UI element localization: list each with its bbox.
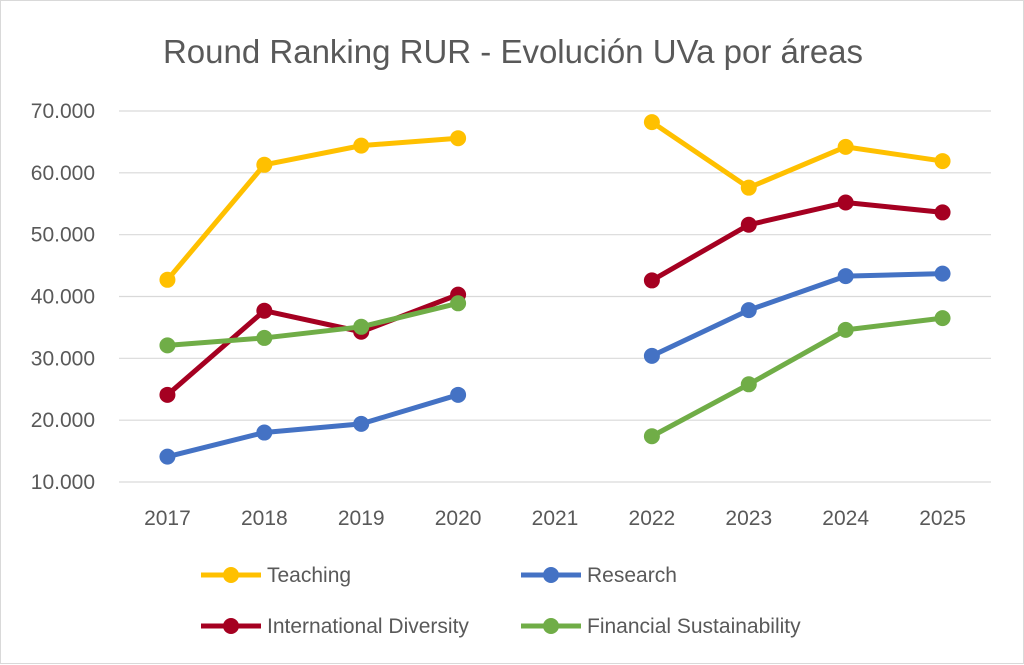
- x-tick-label: 2022: [629, 507, 676, 530]
- x-tick-label: 2020: [435, 507, 482, 530]
- series-teaching: [159, 114, 951, 288]
- data-point: [353, 318, 370, 335]
- legend-item-research: Research: [521, 564, 677, 587]
- legend-label: Financial Sustainability: [587, 615, 801, 638]
- legend-label: Research: [587, 564, 677, 587]
- legend-swatch-marker: [223, 618, 239, 634]
- series-line: [649, 200, 946, 283]
- gridlines: [119, 110, 991, 483]
- data-point: [450, 386, 467, 403]
- data-point: [934, 265, 951, 282]
- legend-swatch-marker: [223, 567, 239, 583]
- legend: Teaching Research International Diversity F…: [201, 564, 801, 638]
- series-line: [164, 292, 461, 398]
- data-point: [740, 376, 757, 393]
- y-tick-label: 30.000: [31, 347, 95, 370]
- series-research: [159, 265, 951, 465]
- series-line: [164, 392, 461, 460]
- x-tick-label: 2019: [338, 507, 385, 530]
- data-point: [934, 204, 951, 221]
- data-point: [159, 337, 176, 354]
- y-tick-label: 50.000: [31, 224, 95, 247]
- series-line: [164, 135, 461, 283]
- data-point: [353, 137, 370, 154]
- data-point: [740, 179, 757, 196]
- y-axis-ticks: 10.000 20.000 30.000 40.000 50.000 60.000 70.0…: [31, 100, 95, 494]
- data-point: [643, 114, 660, 131]
- data-point: [740, 302, 757, 319]
- data-point: [256, 302, 273, 319]
- y-tick-label: 60.000: [31, 162, 95, 185]
- chart-title: Round Ranking RUR - Evolución UVa por ár…: [163, 33, 863, 70]
- data-point: [256, 424, 273, 441]
- data-point: [256, 156, 273, 173]
- legend-swatch-marker: [543, 567, 559, 583]
- legend-item-international-diversity: International Diversity: [201, 615, 469, 638]
- x-tick-label: 2024: [822, 507, 869, 530]
- legend-swatch-marker: [543, 618, 559, 634]
- data-point: [159, 386, 176, 403]
- data-point: [643, 347, 660, 364]
- x-tick-label: 2018: [241, 507, 288, 530]
- series-line: [649, 119, 946, 191]
- series-line: [649, 271, 946, 359]
- y-tick-label: 20.000: [31, 409, 95, 432]
- series-line: [649, 315, 946, 439]
- x-tick-label: 2023: [725, 507, 772, 530]
- data-point: [256, 329, 273, 346]
- y-tick-label: 40.000: [31, 286, 95, 309]
- data-point: [934, 310, 951, 327]
- x-tick-label: 2017: [144, 507, 191, 530]
- data-point: [643, 428, 660, 445]
- legend-item-teaching: Teaching: [201, 564, 351, 587]
- x-axis-ticks: 2017 2018 2019 2020 2021 2022 2023 2024 2025: [144, 507, 966, 530]
- data-point: [159, 448, 176, 465]
- data-point: [837, 194, 854, 211]
- data-point: [740, 216, 757, 233]
- series-financial-sustainability: [159, 295, 951, 445]
- data-point: [837, 321, 854, 338]
- legend-label: Teaching: [267, 564, 351, 587]
- y-tick-label: 10.000: [31, 471, 95, 494]
- series-line: [164, 300, 461, 348]
- data-point: [934, 153, 951, 170]
- y-tick-label: 70.000: [31, 100, 95, 123]
- x-tick-label: 2021: [532, 507, 579, 530]
- x-tick-label: 2025: [919, 507, 966, 530]
- legend-label: International Diversity: [267, 615, 469, 638]
- data-point: [353, 415, 370, 432]
- legend-item-financial-sustainability: Financial Sustainability: [521, 615, 801, 638]
- series-layer: [159, 114, 951, 465]
- data-point: [159, 271, 176, 288]
- data-point: [643, 272, 660, 289]
- series-international-diversity: [159, 194, 951, 403]
- data-point: [837, 268, 854, 285]
- data-point: [450, 295, 467, 312]
- data-point: [837, 138, 854, 155]
- data-point: [450, 130, 467, 147]
